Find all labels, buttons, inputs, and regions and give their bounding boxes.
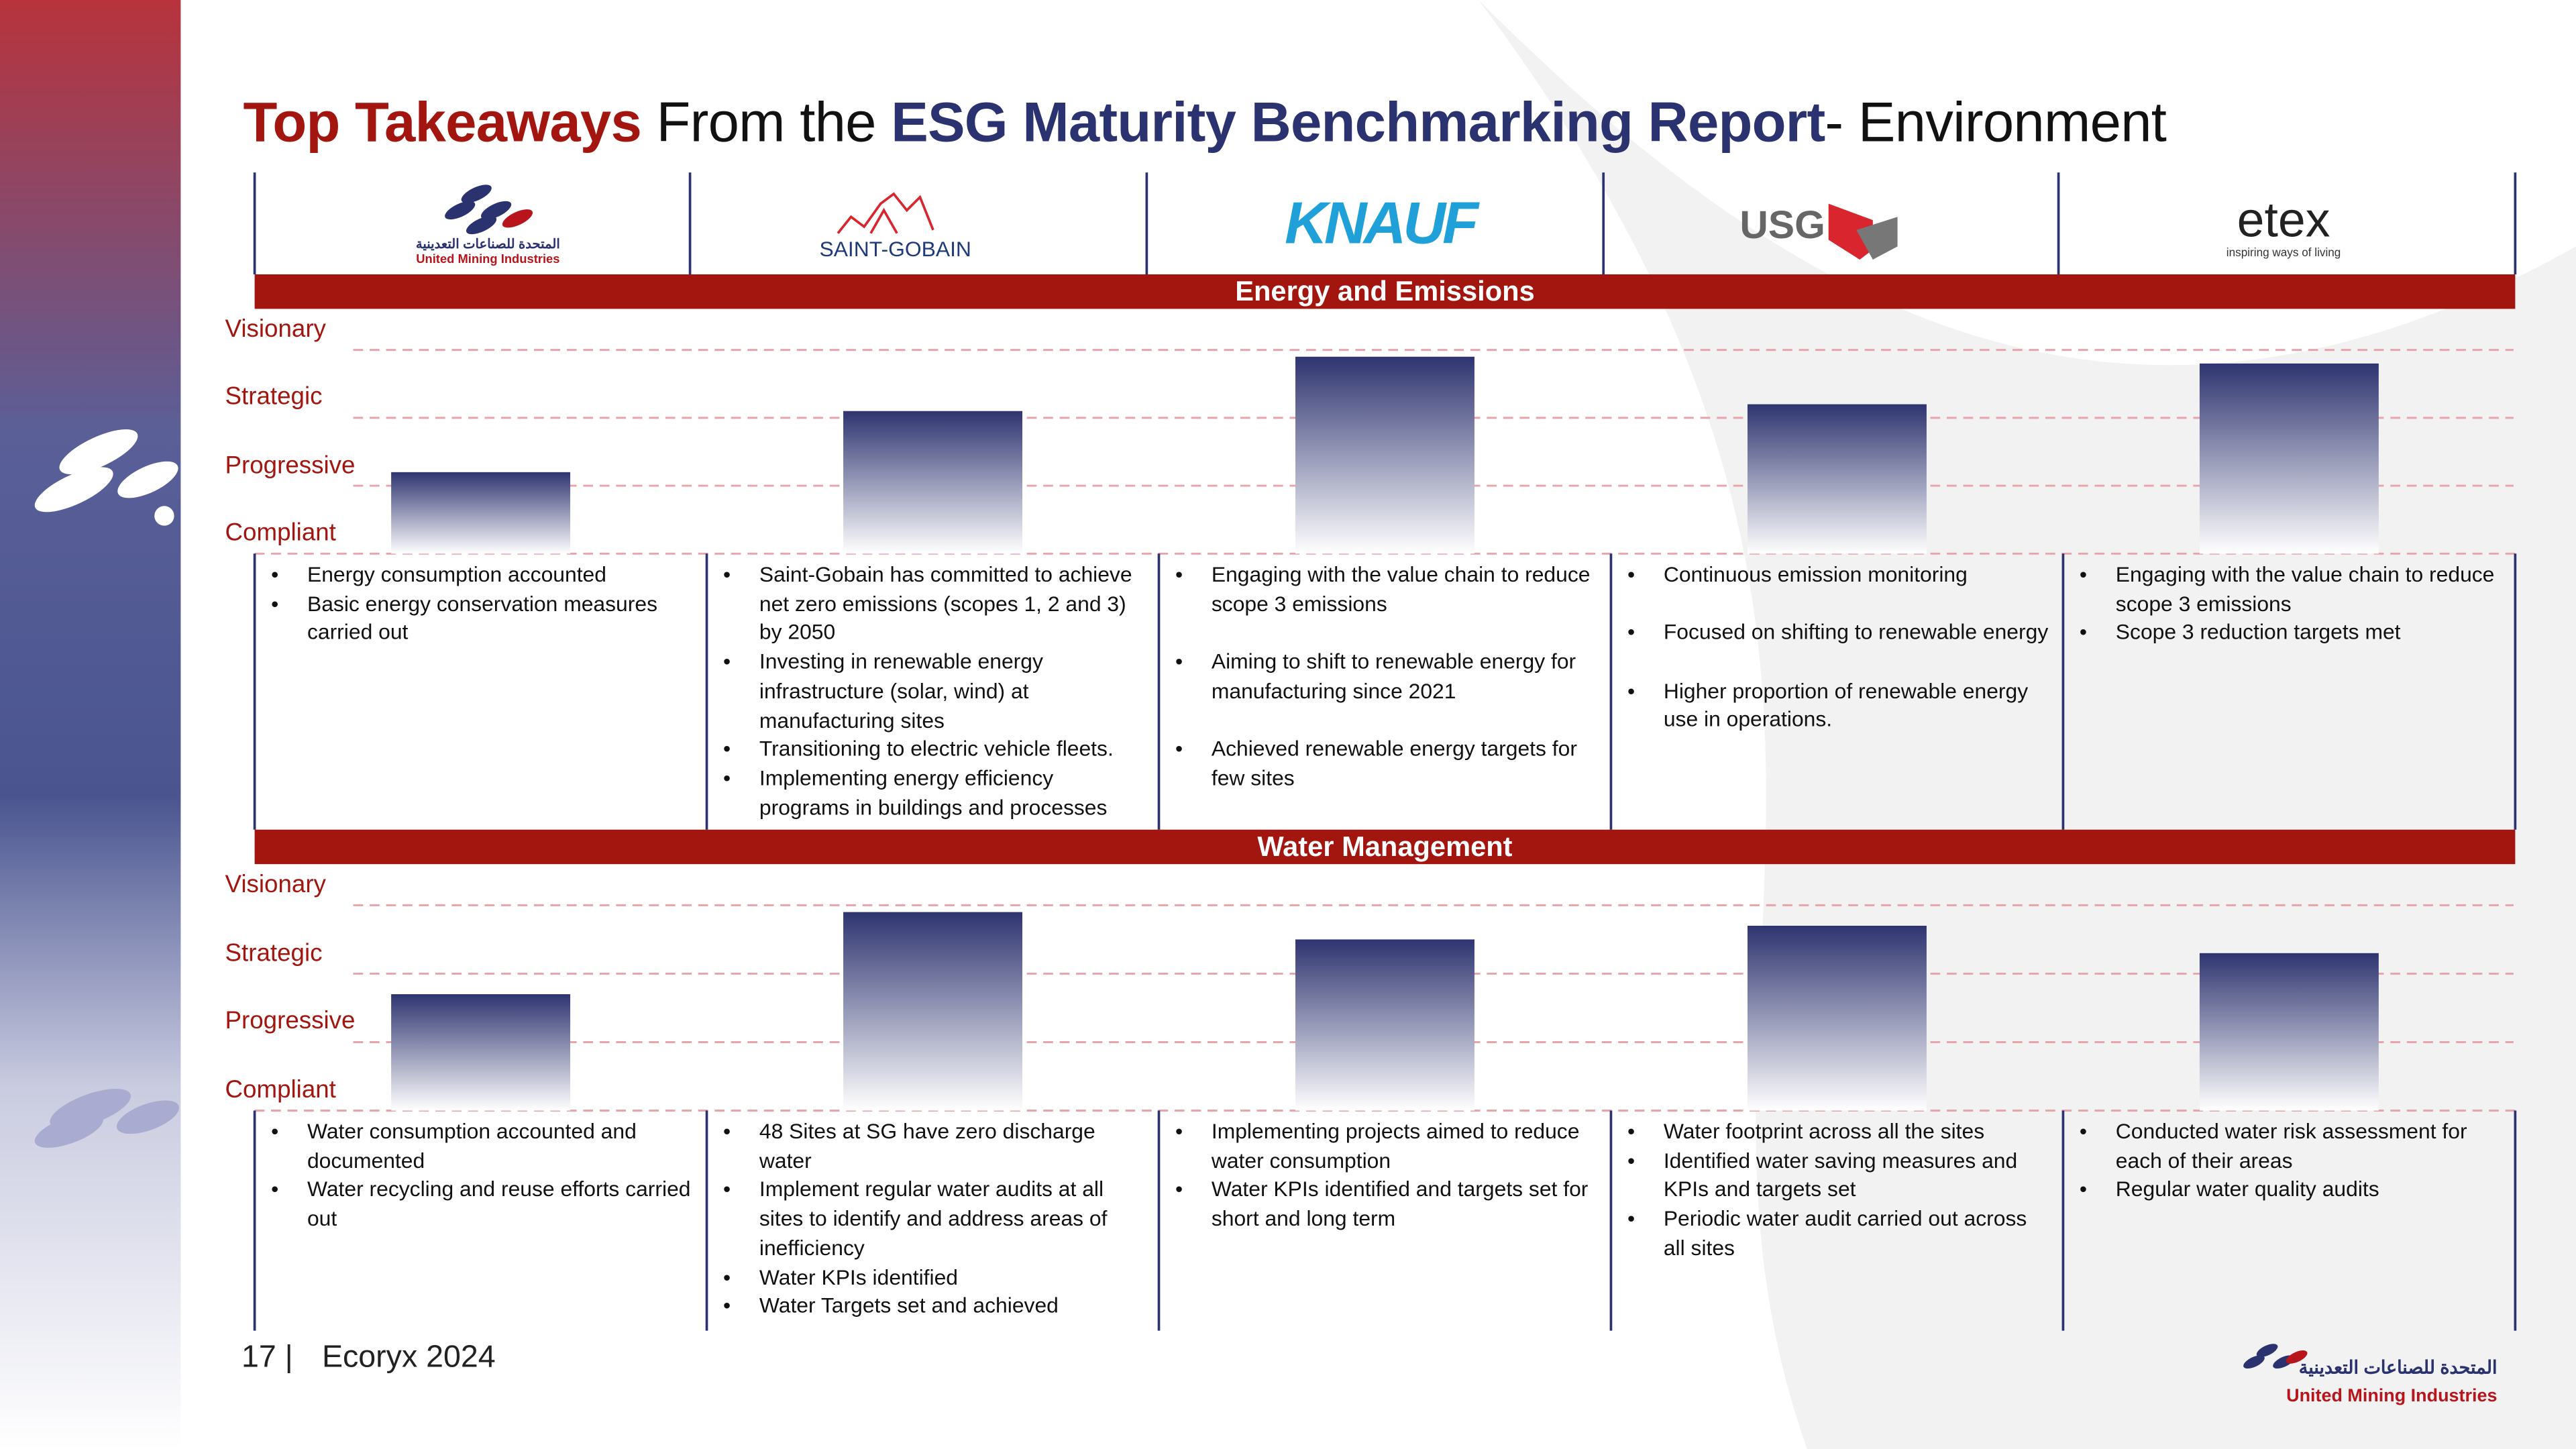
level-label: Progressive — [225, 451, 356, 480]
title-part: Top Takeaways — [243, 92, 642, 155]
note-item: Higher proportion of renewable energy us… — [1627, 676, 2053, 735]
umi-icon-part — [466, 215, 497, 235]
footer-logo-arabic: المتحدة للصناعات التعدينية — [2298, 1358, 2498, 1379]
note-item: Aiming to shift to renewable energy for … — [1175, 647, 1601, 706]
level-label: Progressive — [225, 1008, 356, 1036]
note-item: Engaging with the value chain to reduce … — [1175, 560, 1601, 619]
notes-list: Engaging with the value chain to reduce … — [1159, 560, 1611, 793]
note-item: Basic energy conservation measures carri… — [271, 589, 697, 647]
notes-list: Implementing projects aimed to reduce wa… — [1159, 1117, 1611, 1233]
company-name: SAINT-GOBAIN — [819, 236, 971, 262]
note-item: Implement regular water audits at all si… — [723, 1175, 1149, 1263]
section-title: Water Management — [1257, 831, 1513, 863]
umi-icon-part — [481, 201, 512, 220]
bar — [391, 994, 571, 1111]
level-label: Compliant — [225, 519, 336, 547]
saint-gobain-icon — [837, 192, 934, 234]
note-item: Engaging with the value chain to reduce … — [2080, 560, 2506, 619]
notes-list: Engaging with the value chain to reduce … — [2063, 560, 2515, 647]
note-item: Water consumption accounted and document… — [271, 1117, 697, 1175]
company-name: United Mining Industries — [416, 251, 560, 266]
section-band — [254, 829, 2516, 865]
note-item: Scope 3 reduction targets met — [2080, 619, 2506, 647]
note-item: Continuous emission monitoring — [1627, 560, 2053, 589]
note-item: Conducted water risk assessment for each… — [2080, 1117, 2506, 1175]
note-item: Investing in renewable energy infrastruc… — [723, 647, 1149, 735]
level-label: Visionary — [225, 870, 326, 899]
bar — [1295, 356, 1474, 554]
title-part: ESG Maturity Benchmarking Report — [891, 92, 1825, 155]
note-item: Water recycling and reuse efforts carrie… — [271, 1175, 697, 1234]
bar — [391, 472, 571, 554]
usg-icon — [1828, 203, 1873, 260]
note-item: Periodic water audit carried out across … — [1627, 1204, 2053, 1263]
footer-logo-icon — [2256, 1344, 2278, 1357]
bar — [2199, 953, 2379, 1111]
footer-logo-name: United Mining Industries — [2286, 1386, 2498, 1407]
note-item: Focused on shifting to renewable energy — [1627, 619, 2053, 647]
side-icon — [34, 429, 178, 526]
company-name: KNAUF — [1285, 189, 1479, 257]
umi-icon-part — [445, 201, 476, 220]
company-tagline: inspiring ways of living — [2226, 248, 2341, 260]
notes-list: Water footprint across all the sitesIden… — [1611, 1117, 2063, 1263]
notes-list: 48 Sites at SG have zero discharge water… — [707, 1117, 1159, 1320]
note-item: Regular water quality audits — [2080, 1175, 2506, 1204]
bar — [1747, 926, 1927, 1111]
usg-icon — [1856, 217, 1898, 260]
level-label: Visionary — [225, 315, 326, 343]
level-label: Strategic — [225, 383, 323, 412]
company-name: etex — [2237, 193, 2330, 248]
level-label: Compliant — [225, 1076, 336, 1104]
note-item: Water KPIs identified and targets set fo… — [1175, 1175, 1601, 1234]
footer-logo-icon — [2243, 1355, 2265, 1369]
note-item: Transitioning to electric vehicle fleets… — [723, 735, 1149, 763]
title-part: - Environment — [1825, 92, 2167, 155]
note-item: Identified water saving measures and KPI… — [1627, 1146, 2053, 1205]
company-name: USG — [1739, 203, 1825, 248]
side-strip — [0, 0, 181, 1449]
note-item: Energy consumption accounted — [271, 560, 697, 589]
umi-icon-part — [502, 209, 533, 228]
bar — [2199, 363, 2379, 554]
notes-list: Saint-Gobain has committed to achieve ne… — [707, 560, 1159, 822]
company-arabic: المتحدة للصناعات التعدينية — [415, 236, 560, 252]
bar — [1747, 404, 1927, 554]
note-item: Water Targets set and achieved — [723, 1291, 1149, 1320]
note-item: Implementing energy efficiency programs … — [723, 764, 1149, 822]
notes-list: Conducted water risk assessment for each… — [2063, 1117, 2515, 1204]
bar — [843, 912, 1023, 1111]
footer-text: Ecoryx 2024 — [322, 1340, 496, 1375]
page-number: 17 | — [241, 1340, 293, 1375]
bar — [843, 411, 1023, 554]
notes-list: Water consumption accounted and document… — [255, 1117, 707, 1233]
note-item: Achieved renewable energy targets for fe… — [1175, 735, 1601, 793]
notes-list: Continuous emission monitoring Focused on… — [1611, 560, 2063, 735]
section-title: Energy and Emissions — [1235, 276, 1535, 307]
note-item: Water footprint across all the sites — [1627, 1117, 2053, 1146]
note-item: 48 Sites at SG have zero discharge water — [723, 1117, 1149, 1175]
notes-list: Energy consumption accountedBasic energy… — [255, 560, 707, 647]
title-part: From the — [656, 92, 876, 155]
footer-logo-icon — [2286, 1350, 2308, 1364]
level-label: Strategic — [225, 938, 323, 967]
note-item: Saint-Gobain has committed to achieve ne… — [723, 560, 1149, 647]
title: Top Takeaways From the ESG Maturity Benc… — [243, 92, 2166, 156]
note-item: Water KPIs identified — [723, 1263, 1149, 1291]
section-band — [254, 274, 2516, 309]
bar — [1295, 939, 1474, 1111]
umi-icon-part — [461, 184, 492, 203]
side-icon — [34, 1089, 179, 1148]
note-item: Implementing projects aimed to reduce wa… — [1175, 1117, 1601, 1175]
